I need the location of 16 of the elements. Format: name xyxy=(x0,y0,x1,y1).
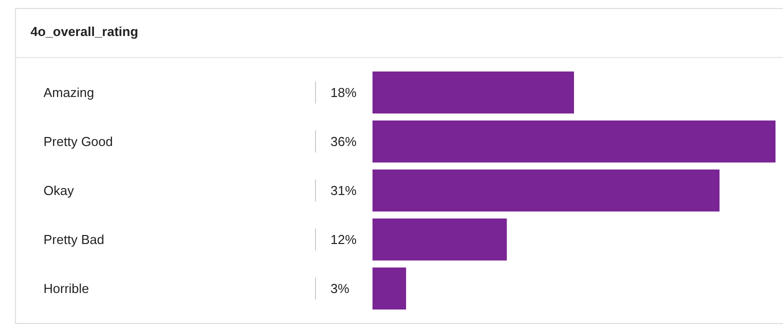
bar xyxy=(372,170,720,212)
data-label: 12% xyxy=(330,232,357,247)
data-label: 31% xyxy=(330,183,357,198)
bar xyxy=(372,72,574,114)
bar xyxy=(372,120,776,162)
data-label: 36% xyxy=(330,134,357,149)
y-tick-label: Okay xyxy=(44,183,74,198)
bar xyxy=(372,268,406,310)
y-tick-label: Amazing xyxy=(44,85,94,100)
y-tick-label: Horrible xyxy=(44,281,90,296)
y-tick-label: Pretty Bad xyxy=(44,232,104,247)
bar xyxy=(372,218,507,260)
text: 4o_overall_rating xyxy=(30,24,138,39)
data-label: 18% xyxy=(330,85,357,100)
y-tick-label: Pretty Good xyxy=(44,134,113,149)
data-label: 3% xyxy=(330,281,350,296)
